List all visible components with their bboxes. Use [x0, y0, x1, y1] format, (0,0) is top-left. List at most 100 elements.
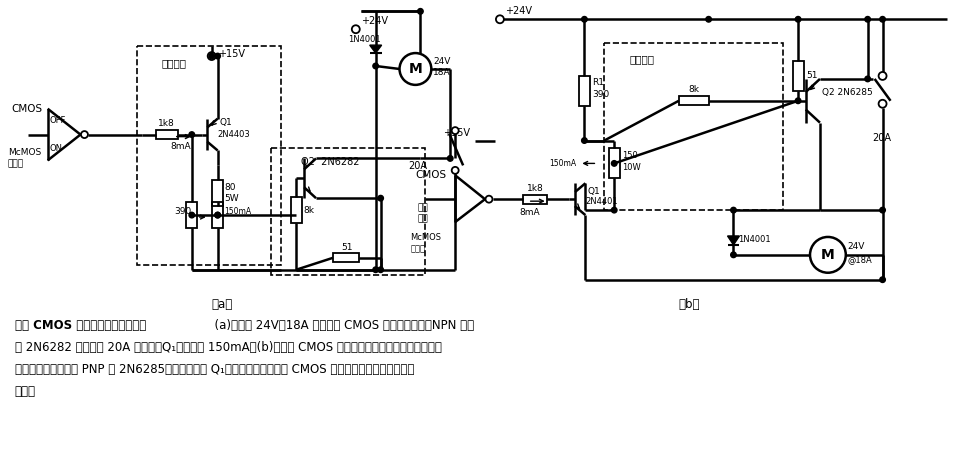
- Circle shape: [880, 277, 886, 282]
- Text: 电源开关: 电源开关: [629, 54, 654, 64]
- Circle shape: [795, 98, 801, 104]
- Circle shape: [418, 9, 423, 14]
- Bar: [333, 253, 358, 262]
- Circle shape: [399, 53, 431, 85]
- Text: 150mA: 150mA: [550, 159, 577, 168]
- Text: 18A: 18A: [433, 69, 451, 77]
- Text: CMOS: CMOS: [11, 104, 42, 114]
- Circle shape: [879, 72, 887, 80]
- Text: 源上。: 源上。: [15, 385, 36, 398]
- Circle shape: [448, 156, 453, 161]
- Text: 51: 51: [341, 244, 352, 252]
- Text: 80: 80: [224, 183, 236, 192]
- Circle shape: [795, 16, 801, 22]
- Text: 24V: 24V: [848, 242, 865, 251]
- Text: (a)电路为 24V、18A 直流电机 CMOS 通断控制电路。NPN 复合: (a)电路为 24V、18A 直流电机 CMOS 通断控制电路。NPN 复合: [207, 319, 474, 332]
- Text: 1k8: 1k8: [158, 119, 175, 128]
- Text: Q1: Q1: [219, 118, 232, 127]
- Text: （a）: （a）: [211, 298, 232, 311]
- Bar: [679, 96, 709, 105]
- Text: 两种 CMOS 系统直流电机控制开关: 两种 CMOS 系统直流电机控制开关: [15, 319, 146, 332]
- Text: 8mA: 8mA: [170, 142, 190, 151]
- Circle shape: [373, 63, 379, 69]
- Text: 10W: 10W: [622, 163, 641, 172]
- Text: 8k: 8k: [688, 85, 700, 94]
- Text: @18A: @18A: [848, 255, 873, 264]
- Text: 关，复合晶体管采用 PNP 型 2N6285，激励晶体管 Q₁的集电极电源不接在 CMOS 电源上，而必须接在电机电: 关，复合晶体管采用 PNP 型 2N6285，激励晶体管 Q₁的集电极电源不接在…: [15, 363, 415, 376]
- Text: 导通: 导通: [418, 204, 428, 213]
- Text: 150mA: 150mA: [224, 207, 251, 216]
- Circle shape: [215, 213, 220, 218]
- Circle shape: [208, 52, 216, 60]
- Text: McMOS: McMOS: [8, 148, 41, 157]
- Bar: [579, 76, 589, 106]
- Text: 缓冲器: 缓冲器: [411, 244, 425, 253]
- Circle shape: [81, 131, 88, 138]
- Circle shape: [865, 16, 870, 22]
- Text: 2N4403: 2N4403: [218, 130, 251, 139]
- Circle shape: [189, 132, 194, 138]
- Text: 1N4001: 1N4001: [348, 35, 381, 44]
- Circle shape: [731, 252, 736, 258]
- Text: M: M: [821, 248, 835, 262]
- Text: 8mA: 8mA: [519, 207, 541, 217]
- Text: 电源开关: 电源开关: [162, 58, 187, 68]
- Circle shape: [865, 76, 870, 82]
- Text: M: M: [409, 62, 422, 76]
- Text: 24V: 24V: [433, 57, 451, 65]
- Text: 20A: 20A: [873, 133, 891, 143]
- Circle shape: [879, 100, 887, 108]
- Text: 截止: 截止: [418, 214, 428, 223]
- Circle shape: [452, 127, 458, 134]
- Circle shape: [706, 16, 712, 22]
- Text: 5W: 5W: [224, 194, 239, 203]
- Circle shape: [880, 207, 886, 213]
- Circle shape: [378, 267, 384, 272]
- Text: +24V: +24V: [361, 16, 387, 26]
- Circle shape: [352, 25, 360, 33]
- Bar: [290, 197, 302, 223]
- Text: +15V: +15V: [218, 49, 245, 59]
- Circle shape: [582, 138, 587, 143]
- Bar: [522, 195, 547, 204]
- Text: （b）: （b）: [678, 298, 699, 311]
- Text: CMOS: CMOS: [416, 170, 447, 181]
- Text: Q2 2N6285: Q2 2N6285: [821, 88, 873, 97]
- Bar: [213, 181, 223, 206]
- Circle shape: [189, 213, 194, 218]
- Text: 1k8: 1k8: [526, 184, 544, 193]
- Circle shape: [215, 53, 220, 59]
- Bar: [186, 202, 197, 228]
- Text: OFF: OFF: [50, 116, 66, 125]
- Bar: [604, 43, 784, 210]
- Circle shape: [215, 213, 220, 218]
- Text: 20A: 20A: [409, 161, 427, 171]
- Text: 缓冲器: 缓冲器: [8, 159, 24, 168]
- Text: 1N4001: 1N4001: [739, 235, 771, 244]
- Text: Q2  2N6282: Q2 2N6282: [301, 157, 359, 167]
- Circle shape: [378, 196, 384, 201]
- Bar: [609, 149, 619, 178]
- Text: +15V: +15V: [443, 128, 470, 138]
- Circle shape: [452, 167, 458, 174]
- Circle shape: [582, 16, 587, 22]
- Text: +24V: +24V: [505, 6, 532, 16]
- Circle shape: [496, 15, 504, 23]
- Text: ON: ON: [50, 144, 63, 153]
- Bar: [792, 61, 804, 91]
- Text: 390: 390: [174, 207, 191, 216]
- Circle shape: [373, 267, 379, 272]
- Bar: [271, 149, 425, 275]
- Polygon shape: [370, 45, 382, 53]
- Bar: [213, 202, 223, 228]
- Text: Q1: Q1: [587, 187, 600, 196]
- Circle shape: [209, 53, 215, 59]
- Circle shape: [880, 16, 886, 22]
- Text: 2N4401: 2N4401: [586, 197, 618, 206]
- Circle shape: [612, 160, 617, 166]
- Circle shape: [612, 207, 617, 213]
- Text: 管 2N6282 需要提供 20A 的电流，Q₁需要提供 150mA。(b)电路为 CMOS 输出高电平工作的直流电机控制开: 管 2N6282 需要提供 20A 的电流，Q₁需要提供 150mA。(b)电路…: [15, 341, 442, 354]
- Polygon shape: [727, 236, 740, 245]
- Bar: [137, 46, 282, 265]
- Text: 150: 150: [622, 151, 638, 160]
